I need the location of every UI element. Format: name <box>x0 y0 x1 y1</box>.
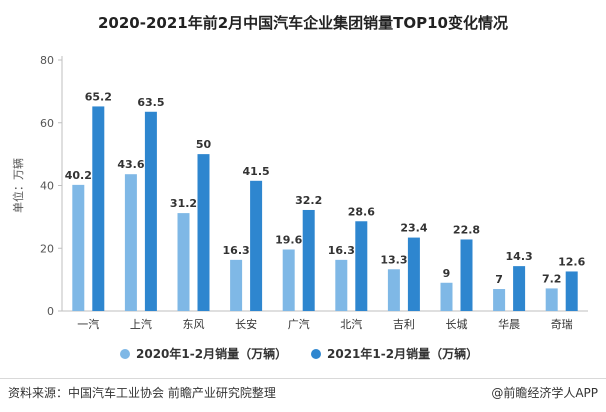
data-label: 28.6 <box>348 205 375 218</box>
data-label: 65.2 <box>85 90 112 103</box>
bar-2020-广汽 <box>282 249 295 311</box>
bar-2021-一汽 <box>92 106 105 311</box>
data-label: 43.6 <box>117 158 144 171</box>
bar-2021-东风 <box>197 154 210 311</box>
data-label: 16.3 <box>328 244 355 257</box>
data-label: 32.2 <box>295 194 322 207</box>
bar-2021-长安 <box>250 180 263 311</box>
data-label: 63.5 <box>137 96 164 109</box>
bar-2020-北汽 <box>335 259 348 311</box>
data-label: 7 <box>495 273 503 286</box>
legend-marker-2020 <box>120 349 130 359</box>
footer: 资料来源：中国汽车工业协会 前瞻产业研究院整理 @前瞻经济学人APP <box>0 378 606 403</box>
x-tick-label: 长安 <box>235 317 257 331</box>
x-tick-label: 长城 <box>446 318 468 331</box>
y-tick-label: 40 <box>40 180 54 193</box>
x-tick-label: 吉利 <box>393 318 415 331</box>
legend-label-2020: 2020年1-2月销量（万辆） <box>136 346 287 361</box>
y-tick-label: 0 <box>47 305 54 318</box>
bar-2020-华晨 <box>493 289 506 311</box>
bar-2020-长城 <box>440 282 453 311</box>
data-label: 16.3 <box>223 244 250 257</box>
data-label: 14.3 <box>506 250 533 263</box>
x-tick-label: 北汽 <box>340 317 362 331</box>
y-tick-label: 80 <box>40 54 54 67</box>
bar-2020-东风 <box>177 213 190 311</box>
data-label: 23.4 <box>400 222 427 235</box>
x-tick-label: 华晨 <box>498 317 520 331</box>
source-text: 资料来源：中国汽车工业协会 前瞻产业研究院整理 <box>8 386 276 400</box>
chart-title: 2020-2021年前2月中国汽车企业集团销量TOP10变化情况 <box>97 14 508 32</box>
bar-2021-吉利 <box>407 237 420 311</box>
data-label: 22.8 <box>453 223 480 236</box>
data-label: 50 <box>196 138 212 151</box>
bar-2020-吉利 <box>387 269 400 311</box>
x-tick-label: 广汽 <box>288 317 310 331</box>
legend-label-2021: 2021年1-2月销量（万辆） <box>327 346 478 361</box>
bar-2020-奇瑞 <box>545 288 558 311</box>
bar-2021-奇瑞 <box>565 271 578 311</box>
data-label: 7.2 <box>542 272 562 285</box>
bar-2020-一汽 <box>72 184 85 311</box>
y-tick-label: 20 <box>40 242 54 255</box>
data-label: 31.2 <box>170 197 197 210</box>
x-tick-label: 一汽 <box>77 317 99 331</box>
data-label: 19.6 <box>275 234 302 247</box>
brand-text: @前瞻经济学人APP <box>491 386 598 400</box>
y-tick-label: 60 <box>40 117 54 130</box>
data-label: 12.6 <box>558 255 585 268</box>
data-label: 41.5 <box>243 165 270 178</box>
x-tick-label: 东风 <box>183 318 205 331</box>
bar-2020-长安 <box>230 259 243 311</box>
bar-2021-长城 <box>460 239 473 311</box>
bar-2020-上汽 <box>124 174 137 311</box>
bar-2021-北汽 <box>355 221 368 311</box>
legend-marker-2021 <box>311 349 321 359</box>
y-axis-label: 单位：万辆 <box>11 158 25 213</box>
data-label: 9 <box>443 267 451 280</box>
bar-2021-上汽 <box>144 111 157 311</box>
data-label: 40.2 <box>65 169 92 182</box>
x-tick-label: 上汽 <box>130 317 152 331</box>
x-tick-label: 奇瑞 <box>551 317 573 331</box>
data-label: 13.3 <box>380 253 407 266</box>
bar-2021-广汽 <box>302 209 315 311</box>
bar-2021-华晨 <box>513 266 526 311</box>
